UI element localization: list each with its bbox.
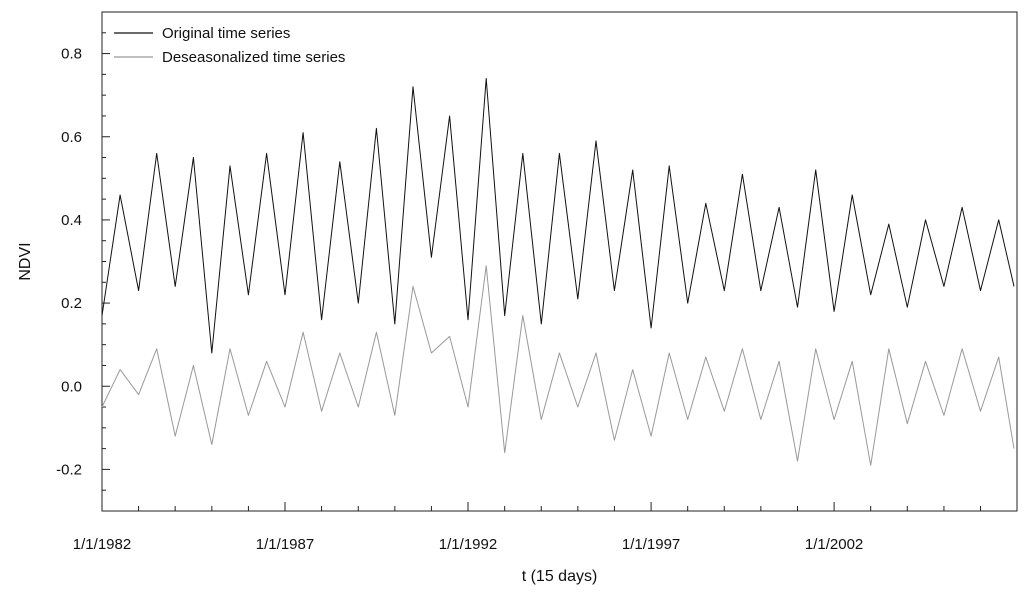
x-axis-title: t (15 days)	[522, 568, 598, 585]
series-line-deseasonalized	[101, 265, 1015, 466]
legend: Original time series Deseasonalized time …	[114, 25, 345, 66]
y-tick-label: -0.2	[56, 461, 82, 478]
y-tick-label: 0.2	[61, 295, 82, 312]
x-tick-label: 1/1/1987	[256, 536, 314, 553]
x-tick-label: 1/1/1997	[622, 536, 680, 553]
y-tick-label: 0.6	[61, 129, 82, 146]
legend-label: Deseasonalized time series	[162, 49, 345, 66]
x-tick-label: 1/1/2002	[805, 536, 863, 553]
y-axis: -0.2 0.0 0.2 0.4 0.6 0.8	[56, 11, 110, 512]
x-tick-label: 1/1/1992	[439, 536, 497, 553]
legend-label: Original time series	[162, 25, 290, 42]
y-tick-label: 0.8	[61, 46, 82, 63]
y-axis-title: NDVI	[17, 242, 34, 280]
x-tick-label: 1/1/1982	[73, 536, 131, 553]
y-tick-label: 0.0	[61, 378, 82, 395]
x-axis: 1/1/1982 1/1/1987 1/1/1992 1/1/1997 1/1/2002	[73, 502, 982, 553]
y-tick-label: 0.4	[61, 212, 82, 229]
series-line-original	[101, 78, 1015, 354]
series-layer	[101, 78, 1015, 466]
plot-area-frame	[101, 11, 1018, 512]
